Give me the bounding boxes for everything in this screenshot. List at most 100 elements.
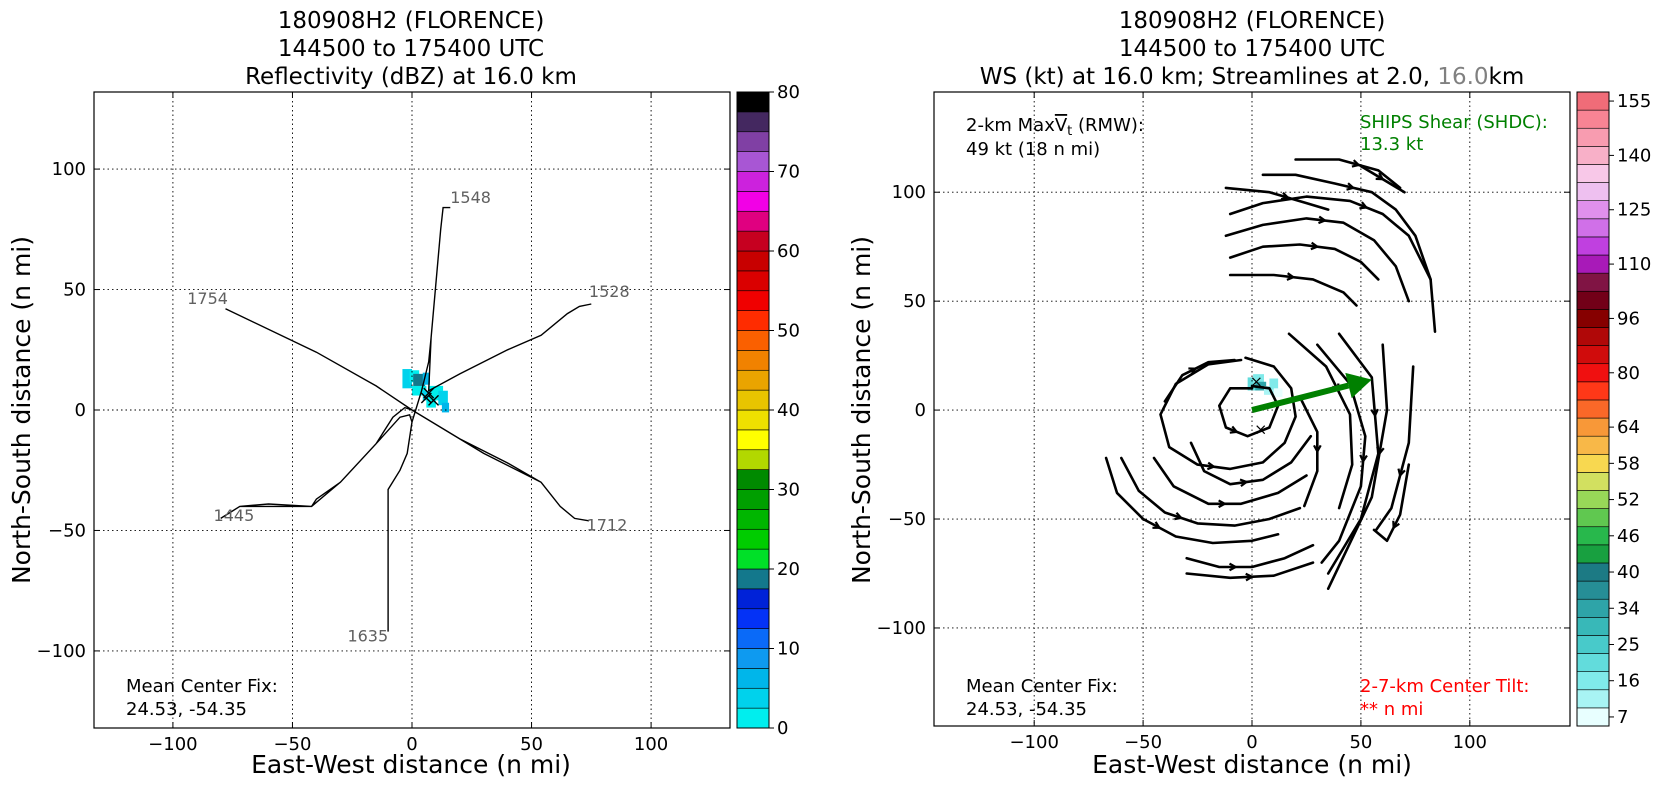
- colorbar-level: [1576, 218, 1610, 238]
- colorbar-level: [736, 707, 770, 729]
- right-title-line2: 144500 to 175400 UTC: [1119, 36, 1385, 62]
- colorbar-level: [736, 608, 770, 629]
- streamline: [1228, 273, 1358, 307]
- left-mean-center-fix-label: Mean Center Fix:: [126, 676, 278, 697]
- colorbar-tick-label: 60: [777, 241, 800, 262]
- track-time-label: 1712: [587, 515, 628, 534]
- colorbar-level: [736, 191, 770, 212]
- x-tick-label: −50: [273, 734, 311, 755]
- rmw-sub: t: [1067, 124, 1072, 139]
- colorbar-tick-label: 52: [1617, 490, 1640, 511]
- y-tick-label: 100: [52, 159, 86, 180]
- flight-track-line: [220, 206, 592, 632]
- streamline: [1287, 332, 1354, 510]
- colorbar-level: [1576, 254, 1610, 274]
- y-tick-label: 0: [75, 400, 86, 421]
- streamline-arrow: [1152, 521, 1162, 529]
- right-x-axis-label: East-West distance (n mi): [1092, 750, 1412, 779]
- colorbar-tick-label: 80: [777, 82, 800, 103]
- colorbar-level: [1576, 399, 1610, 419]
- shear-label: SHIPS Shear (SHDC):: [1360, 112, 1548, 133]
- rmw-suffix: (RMW):: [1072, 115, 1144, 136]
- colorbar-tick-label: 10: [777, 639, 800, 660]
- colorbar-level: [736, 648, 770, 669]
- streamline-arrow: [1188, 367, 1198, 376]
- colorbar-level: [1576, 345, 1610, 365]
- streamline: [1104, 456, 1280, 545]
- right-title-line3: WS (kt) at 16.0 km; Streamlines at 2.0, …: [980, 64, 1525, 90]
- colorbar-frame: [1576, 91, 1610, 727]
- track-time-label: 1445: [214, 506, 255, 525]
- colorbar-level: [1576, 671, 1610, 691]
- streamline-arrow: [1397, 468, 1406, 478]
- streamline-arrow: [1376, 446, 1385, 456]
- x-tick-label: 50: [520, 734, 543, 755]
- streamline-arrow: [1228, 562, 1238, 572]
- colorbar-level: [1576, 598, 1610, 618]
- left-x-ticks: −100 −50 0 50 100: [148, 92, 668, 755]
- windspeed-cell: [1269, 378, 1279, 390]
- reflectivity-cell: [412, 385, 427, 396]
- streamline-arrow: [1370, 408, 1379, 418]
- colorbar-level: [1576, 508, 1610, 528]
- colorbar-level: [1576, 617, 1610, 636]
- tilt-label: 2-7-km Center Tilt:: [1360, 676, 1529, 697]
- track-time-label: 1528: [589, 282, 630, 301]
- streamline: [1372, 463, 1411, 543]
- colorbar-level: [736, 131, 770, 152]
- y-tick-label: −50: [48, 520, 86, 541]
- center-mark: [1256, 425, 1266, 435]
- y-tick-label: 100: [892, 182, 926, 203]
- colorbar-level: [1576, 381, 1610, 401]
- y-tick-label: 50: [63, 280, 86, 301]
- right-x-ticks: −100 −50 0 50 100: [1009, 92, 1487, 753]
- colorbar-level: [736, 330, 770, 351]
- right-y-axis-label: North-South distance (n mi): [847, 236, 876, 584]
- colorbar-level: [1576, 127, 1610, 147]
- colorbar-tick-label: 20: [777, 559, 800, 580]
- left-x-axis-label: East-West distance (n mi): [251, 750, 571, 779]
- colorbar-level: [1576, 272, 1610, 292]
- right-y-ticks: −100 −50 0 50 100: [877, 182, 1570, 639]
- streamline-arrow: [1286, 272, 1296, 281]
- right-title-line3-prefix: WS (kt) at 16.0 km; Streamlines at 2.0,: [980, 64, 1438, 90]
- streamline: [1298, 395, 1319, 508]
- center-fix-mark: [428, 394, 440, 406]
- colorbar-level: [1576, 562, 1610, 582]
- colorbar-level: [736, 230, 770, 252]
- colorbar-level: [736, 588, 770, 610]
- colorbar-level: [736, 528, 770, 550]
- streamline-arrow: [1174, 512, 1184, 521]
- streamline: [1163, 358, 1236, 403]
- colorbar-level: [736, 449, 770, 470]
- streamline: [1152, 456, 1308, 506]
- right-mean-center-fix-label: Mean Center Fix:: [966, 676, 1118, 697]
- y-tick-label: 50: [903, 291, 926, 312]
- center-fix-mark: [420, 392, 432, 404]
- colorbar-level: [1576, 490, 1610, 509]
- x-tick-label: 50: [1349, 732, 1372, 753]
- streamline: [1374, 365, 1415, 532]
- windspeed-cell: [1247, 377, 1257, 391]
- colorbar-tick-label: 46: [1617, 526, 1640, 547]
- streamline-arrow: [1229, 425, 1239, 434]
- colorbar-level: [1576, 109, 1610, 129]
- y-tick-label: −100: [877, 618, 926, 639]
- streamline: [1189, 434, 1313, 486]
- streamline-arrow: [1359, 201, 1369, 210]
- rmw-label: 2-km MaxVt (RMW):: [966, 115, 1144, 139]
- left-y-ticks: −100 −50 0 50 100: [37, 159, 730, 662]
- colorbar-tick-label: 16: [1617, 671, 1640, 692]
- streamline-arrow: [1218, 499, 1228, 509]
- colorbar-level: [736, 628, 770, 649]
- colorbar-level: [736, 151, 770, 172]
- tilt-value: ** n mi: [1360, 699, 1423, 720]
- x-tick-label: 0: [406, 734, 417, 755]
- reflectivity-cell: [413, 373, 426, 389]
- shear-arrow-shaft: [1251, 382, 1350, 413]
- colorbar-level: [1576, 363, 1610, 383]
- colorbar-tick-label: 96: [1617, 308, 1640, 329]
- reflectivity-panel: 180908H2 (FLORENCE) 144500 to 175400 UTC…: [7, 8, 800, 779]
- colorbar-level: [1576, 236, 1610, 256]
- colorbar-tick-label: 0: [777, 718, 788, 739]
